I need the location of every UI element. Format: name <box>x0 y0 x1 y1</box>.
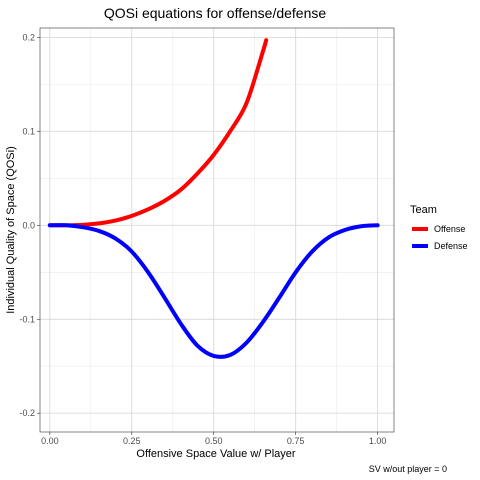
series-line-defense <box>47 223 380 359</box>
series-lines <box>47 38 380 359</box>
chart-title: QOSi equations for offense/defense <box>104 5 327 21</box>
x-tick-label: 0.75 <box>287 436 305 446</box>
x-tick-label: 1.00 <box>369 436 387 446</box>
x-tick-label: 0.25 <box>123 436 141 446</box>
x-axis-ticks: 0.00 0.25 0.50 0.75 1.00 <box>41 432 386 446</box>
x-axis-title: Offensive Space Value w/ Player <box>136 448 296 460</box>
grid-lines <box>40 28 394 432</box>
legend: Team Offense Defense <box>410 204 468 251</box>
legend-label-offense: Offense <box>434 224 465 234</box>
y-tick-label: 0.0 <box>22 220 35 230</box>
x-tick-label: 0.00 <box>41 436 59 446</box>
legend-title: Team <box>410 204 437 216</box>
x-tick-label: 0.50 <box>205 436 223 446</box>
y-tick-label: -0.1 <box>19 314 35 324</box>
y-tick-label: 0.2 <box>22 32 35 42</box>
y-tick-label: 0.1 <box>22 126 35 136</box>
panel-border <box>39 27 395 433</box>
chart-caption: SV w/out player = 0 <box>369 464 447 474</box>
legend-label-defense: Defense <box>434 241 468 251</box>
y-tick-label: -0.2 <box>19 408 35 418</box>
series-line-offense <box>47 38 269 228</box>
legend-items: Offense Defense <box>412 224 468 251</box>
y-axis-ticks: -0.2 -0.1 0.0 0.1 0.2 <box>19 32 40 418</box>
y-axis-title: Individual Quality of Space (QOSi) <box>5 146 17 314</box>
